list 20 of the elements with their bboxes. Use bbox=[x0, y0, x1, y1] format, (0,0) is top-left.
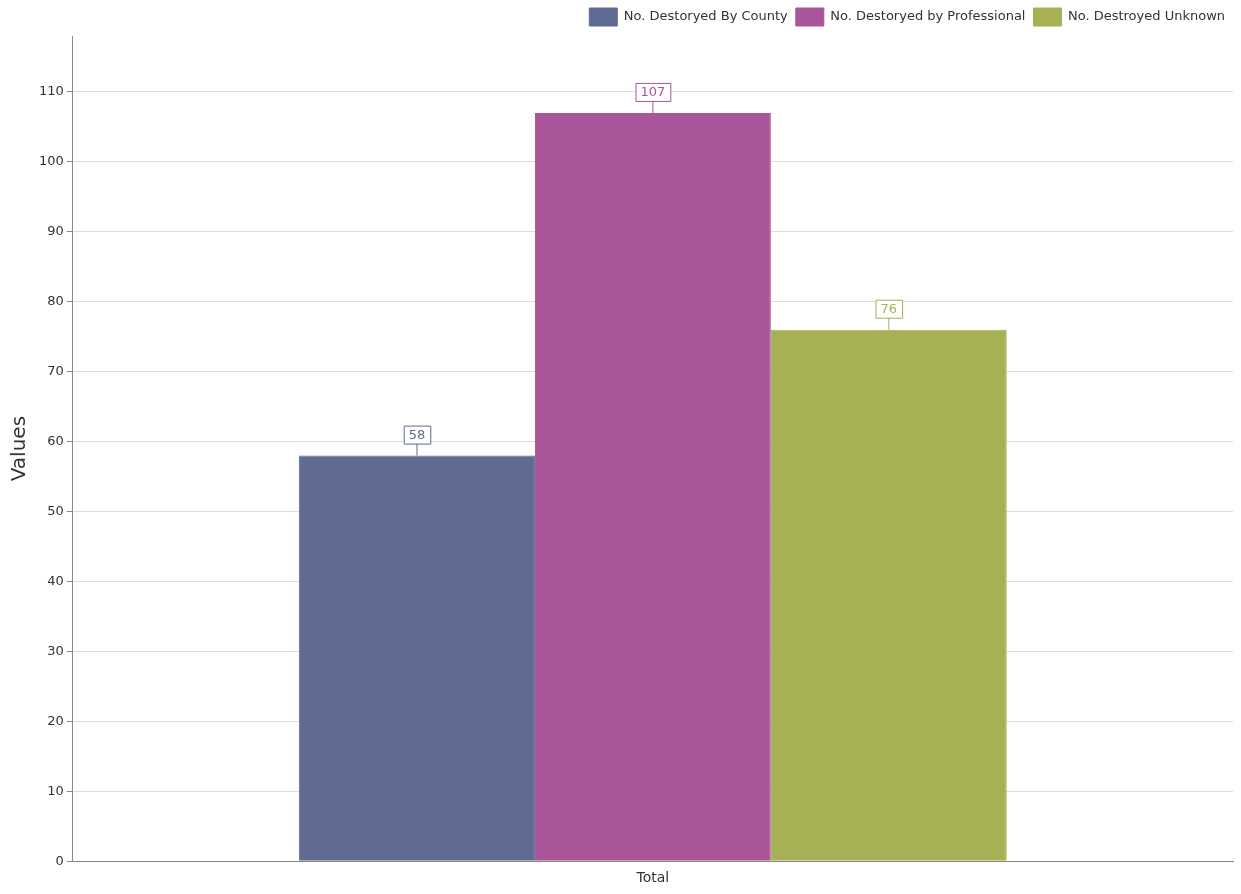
data-label: 107 bbox=[640, 84, 666, 100]
y-axis-title: Values bbox=[6, 415, 31, 482]
legend-label: No. Destoryed by Professional bbox=[830, 8, 1026, 24]
y-tick-label: 10 bbox=[47, 782, 64, 798]
y-tick-label: 70 bbox=[47, 363, 64, 379]
data-label: 76 bbox=[880, 301, 898, 317]
x-tick-label: Total bbox=[635, 869, 670, 886]
y-tick-label: 50 bbox=[47, 502, 64, 518]
y-tick-label: 20 bbox=[47, 712, 64, 728]
y-tick-label: 100 bbox=[38, 153, 64, 169]
y-tick-label: 0 bbox=[55, 852, 64, 868]
y-tick-label: 30 bbox=[47, 642, 64, 658]
y-tick-label: 90 bbox=[47, 223, 64, 239]
data-label: 58 bbox=[408, 426, 426, 442]
y-tick-label: 40 bbox=[47, 572, 64, 588]
legend-label: No. Destroyed Unknown bbox=[1067, 8, 1225, 24]
y-tick-label: 110 bbox=[38, 83, 64, 99]
legend-label: No. Destoryed By County bbox=[623, 8, 789, 24]
y-tick-label: 80 bbox=[47, 293, 64, 309]
y-tick-label: 60 bbox=[47, 432, 64, 448]
